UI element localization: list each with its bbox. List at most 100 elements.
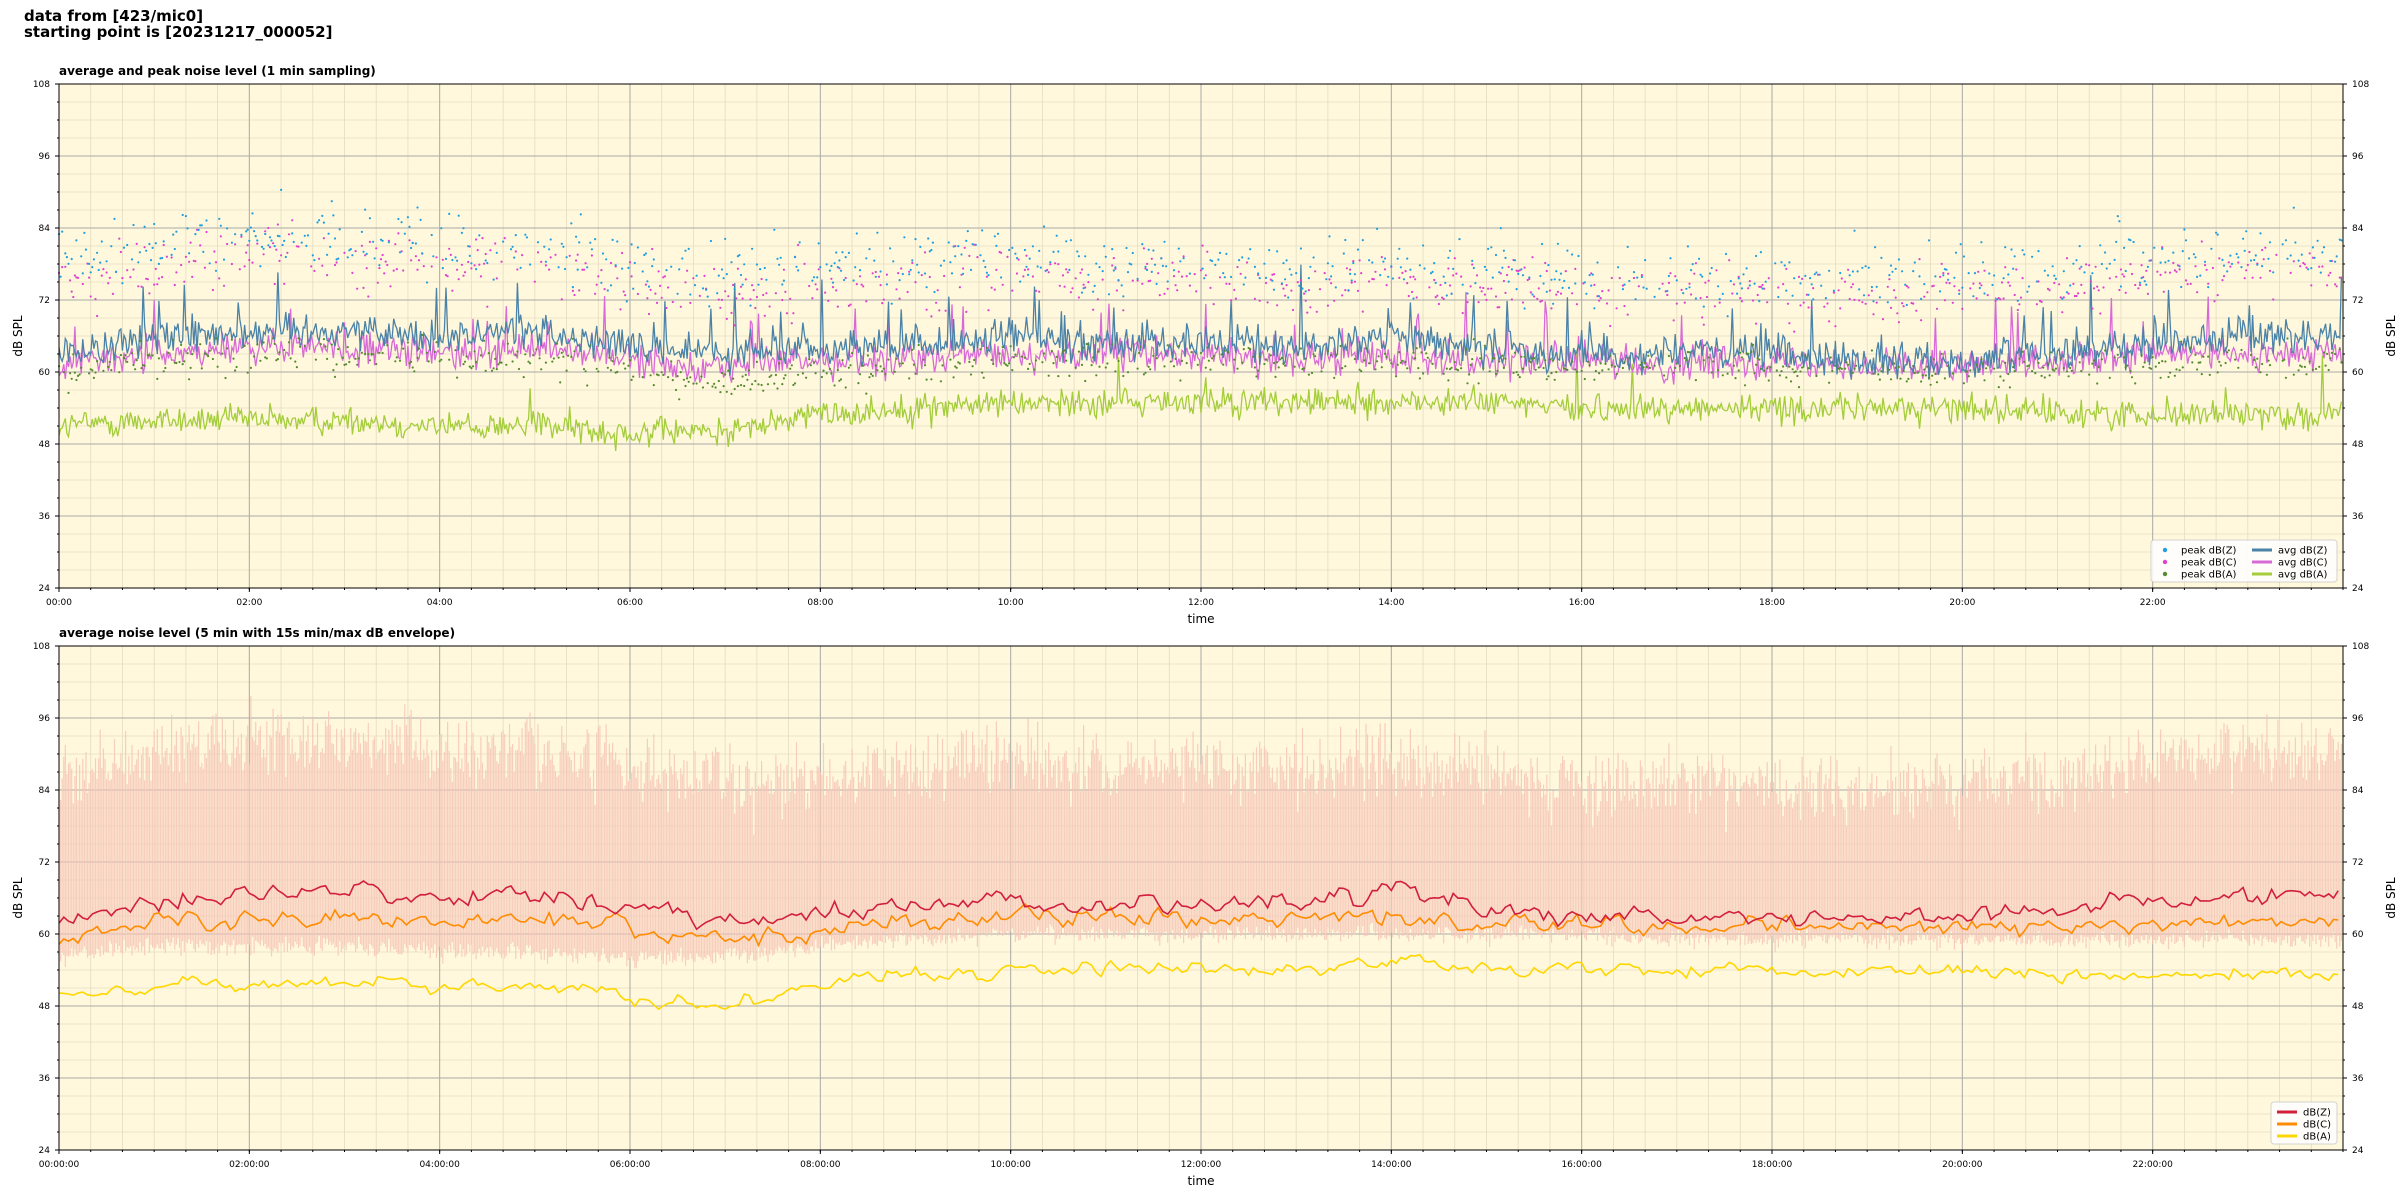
series-peak-dba xyxy=(57,333,2343,401)
peak-point xyxy=(195,228,199,231)
peak-point xyxy=(2059,357,2062,360)
peak-point xyxy=(2338,348,2341,351)
peak-point xyxy=(1999,375,2002,378)
peak-point xyxy=(2194,353,2197,356)
peak-point xyxy=(879,365,882,368)
peak-point xyxy=(75,378,78,382)
peak-point xyxy=(157,277,160,280)
peak-point xyxy=(1185,362,1188,365)
peak-point xyxy=(1726,372,1729,375)
peak-point xyxy=(1376,360,1379,363)
peak-point xyxy=(262,341,265,344)
peak-point xyxy=(398,359,402,362)
peak-point xyxy=(1179,379,1182,382)
peak-point xyxy=(582,368,586,371)
peak-point xyxy=(184,255,187,258)
peak-point xyxy=(1453,361,1456,364)
peak-point xyxy=(111,292,114,295)
peak-point xyxy=(1068,374,1071,377)
peak-point xyxy=(1607,368,1610,371)
peak-point xyxy=(1252,355,1255,358)
peak-point xyxy=(1472,338,1475,341)
peak-point xyxy=(1804,355,1807,358)
peak-point xyxy=(275,248,278,251)
peak-point xyxy=(1782,365,1785,368)
peak-point xyxy=(644,355,648,358)
peak-point xyxy=(1588,364,1591,367)
peak-point xyxy=(1943,377,1946,380)
peak-point xyxy=(1929,383,1932,386)
peak-point xyxy=(793,382,797,385)
peak-point xyxy=(1284,364,1287,367)
peak-point xyxy=(930,378,933,381)
peak-point xyxy=(245,251,248,254)
peak-point xyxy=(1513,351,1517,354)
peak-point xyxy=(1009,345,1012,348)
peak-point xyxy=(2097,365,2100,369)
peak-point xyxy=(1390,362,1393,365)
peak-point xyxy=(724,373,727,376)
peak-point xyxy=(1334,353,1337,356)
peak-point xyxy=(939,380,943,383)
peak-point xyxy=(1743,384,1747,387)
peak-point xyxy=(1425,352,1428,355)
y-tick-label: 72 xyxy=(39,858,50,868)
peak-point xyxy=(1406,367,1409,370)
peak-point xyxy=(326,357,329,360)
peak-point xyxy=(505,363,508,366)
peak-point xyxy=(689,376,692,379)
peak-point xyxy=(1997,386,2000,389)
peak-point xyxy=(833,384,836,387)
peak-point xyxy=(2175,368,2178,371)
peak-point xyxy=(2062,367,2065,370)
peak-point xyxy=(862,364,865,367)
peak-point xyxy=(514,354,517,357)
peak-point xyxy=(1011,369,1014,372)
peak-point xyxy=(275,359,278,362)
peak-point xyxy=(186,352,189,355)
peak-point xyxy=(180,263,183,267)
peak-point xyxy=(1599,362,1602,365)
peak-point xyxy=(1020,355,1023,358)
peak-point xyxy=(226,242,229,246)
peak-point xyxy=(148,354,151,357)
peak-point xyxy=(122,357,126,360)
peak-point xyxy=(2178,369,2181,372)
peak-point xyxy=(1464,348,1467,351)
peak-point xyxy=(2254,366,2257,369)
peak-point xyxy=(124,354,127,357)
peak-point xyxy=(497,363,500,366)
peak-point xyxy=(2327,368,2330,372)
peak-point xyxy=(356,363,359,366)
peak-point xyxy=(2040,374,2043,377)
peak-point xyxy=(760,383,763,387)
peak-point xyxy=(251,261,254,264)
peak-point xyxy=(628,359,632,362)
series-peak-dbc xyxy=(57,219,2341,333)
peak-point xyxy=(1594,369,1597,373)
peak-point xyxy=(2253,358,2256,361)
peak-point xyxy=(146,354,149,357)
peak-point xyxy=(345,363,348,366)
peak-point xyxy=(234,243,237,246)
peak-point xyxy=(259,359,262,362)
peak-point xyxy=(2037,361,2040,365)
y-tick-label-right: 24 xyxy=(2352,1146,2364,1156)
peak-point xyxy=(968,360,971,363)
peak-point xyxy=(96,360,99,363)
peak-point xyxy=(770,374,773,377)
peak-point xyxy=(1169,360,1172,363)
peak-point xyxy=(253,355,256,358)
peak-point xyxy=(2227,349,2230,352)
peak-point xyxy=(1006,364,1009,367)
x-tick-label: 20:00:00 xyxy=(1942,1160,1983,1170)
peak-point xyxy=(1494,372,1498,375)
peak-point xyxy=(1747,352,1750,355)
peak-point xyxy=(89,295,92,298)
peak-point xyxy=(847,366,851,369)
peak-point xyxy=(941,364,944,367)
peak-point xyxy=(2008,386,2011,389)
header-source: data from [423/mic0] xyxy=(24,7,204,25)
peak-point xyxy=(949,358,952,361)
